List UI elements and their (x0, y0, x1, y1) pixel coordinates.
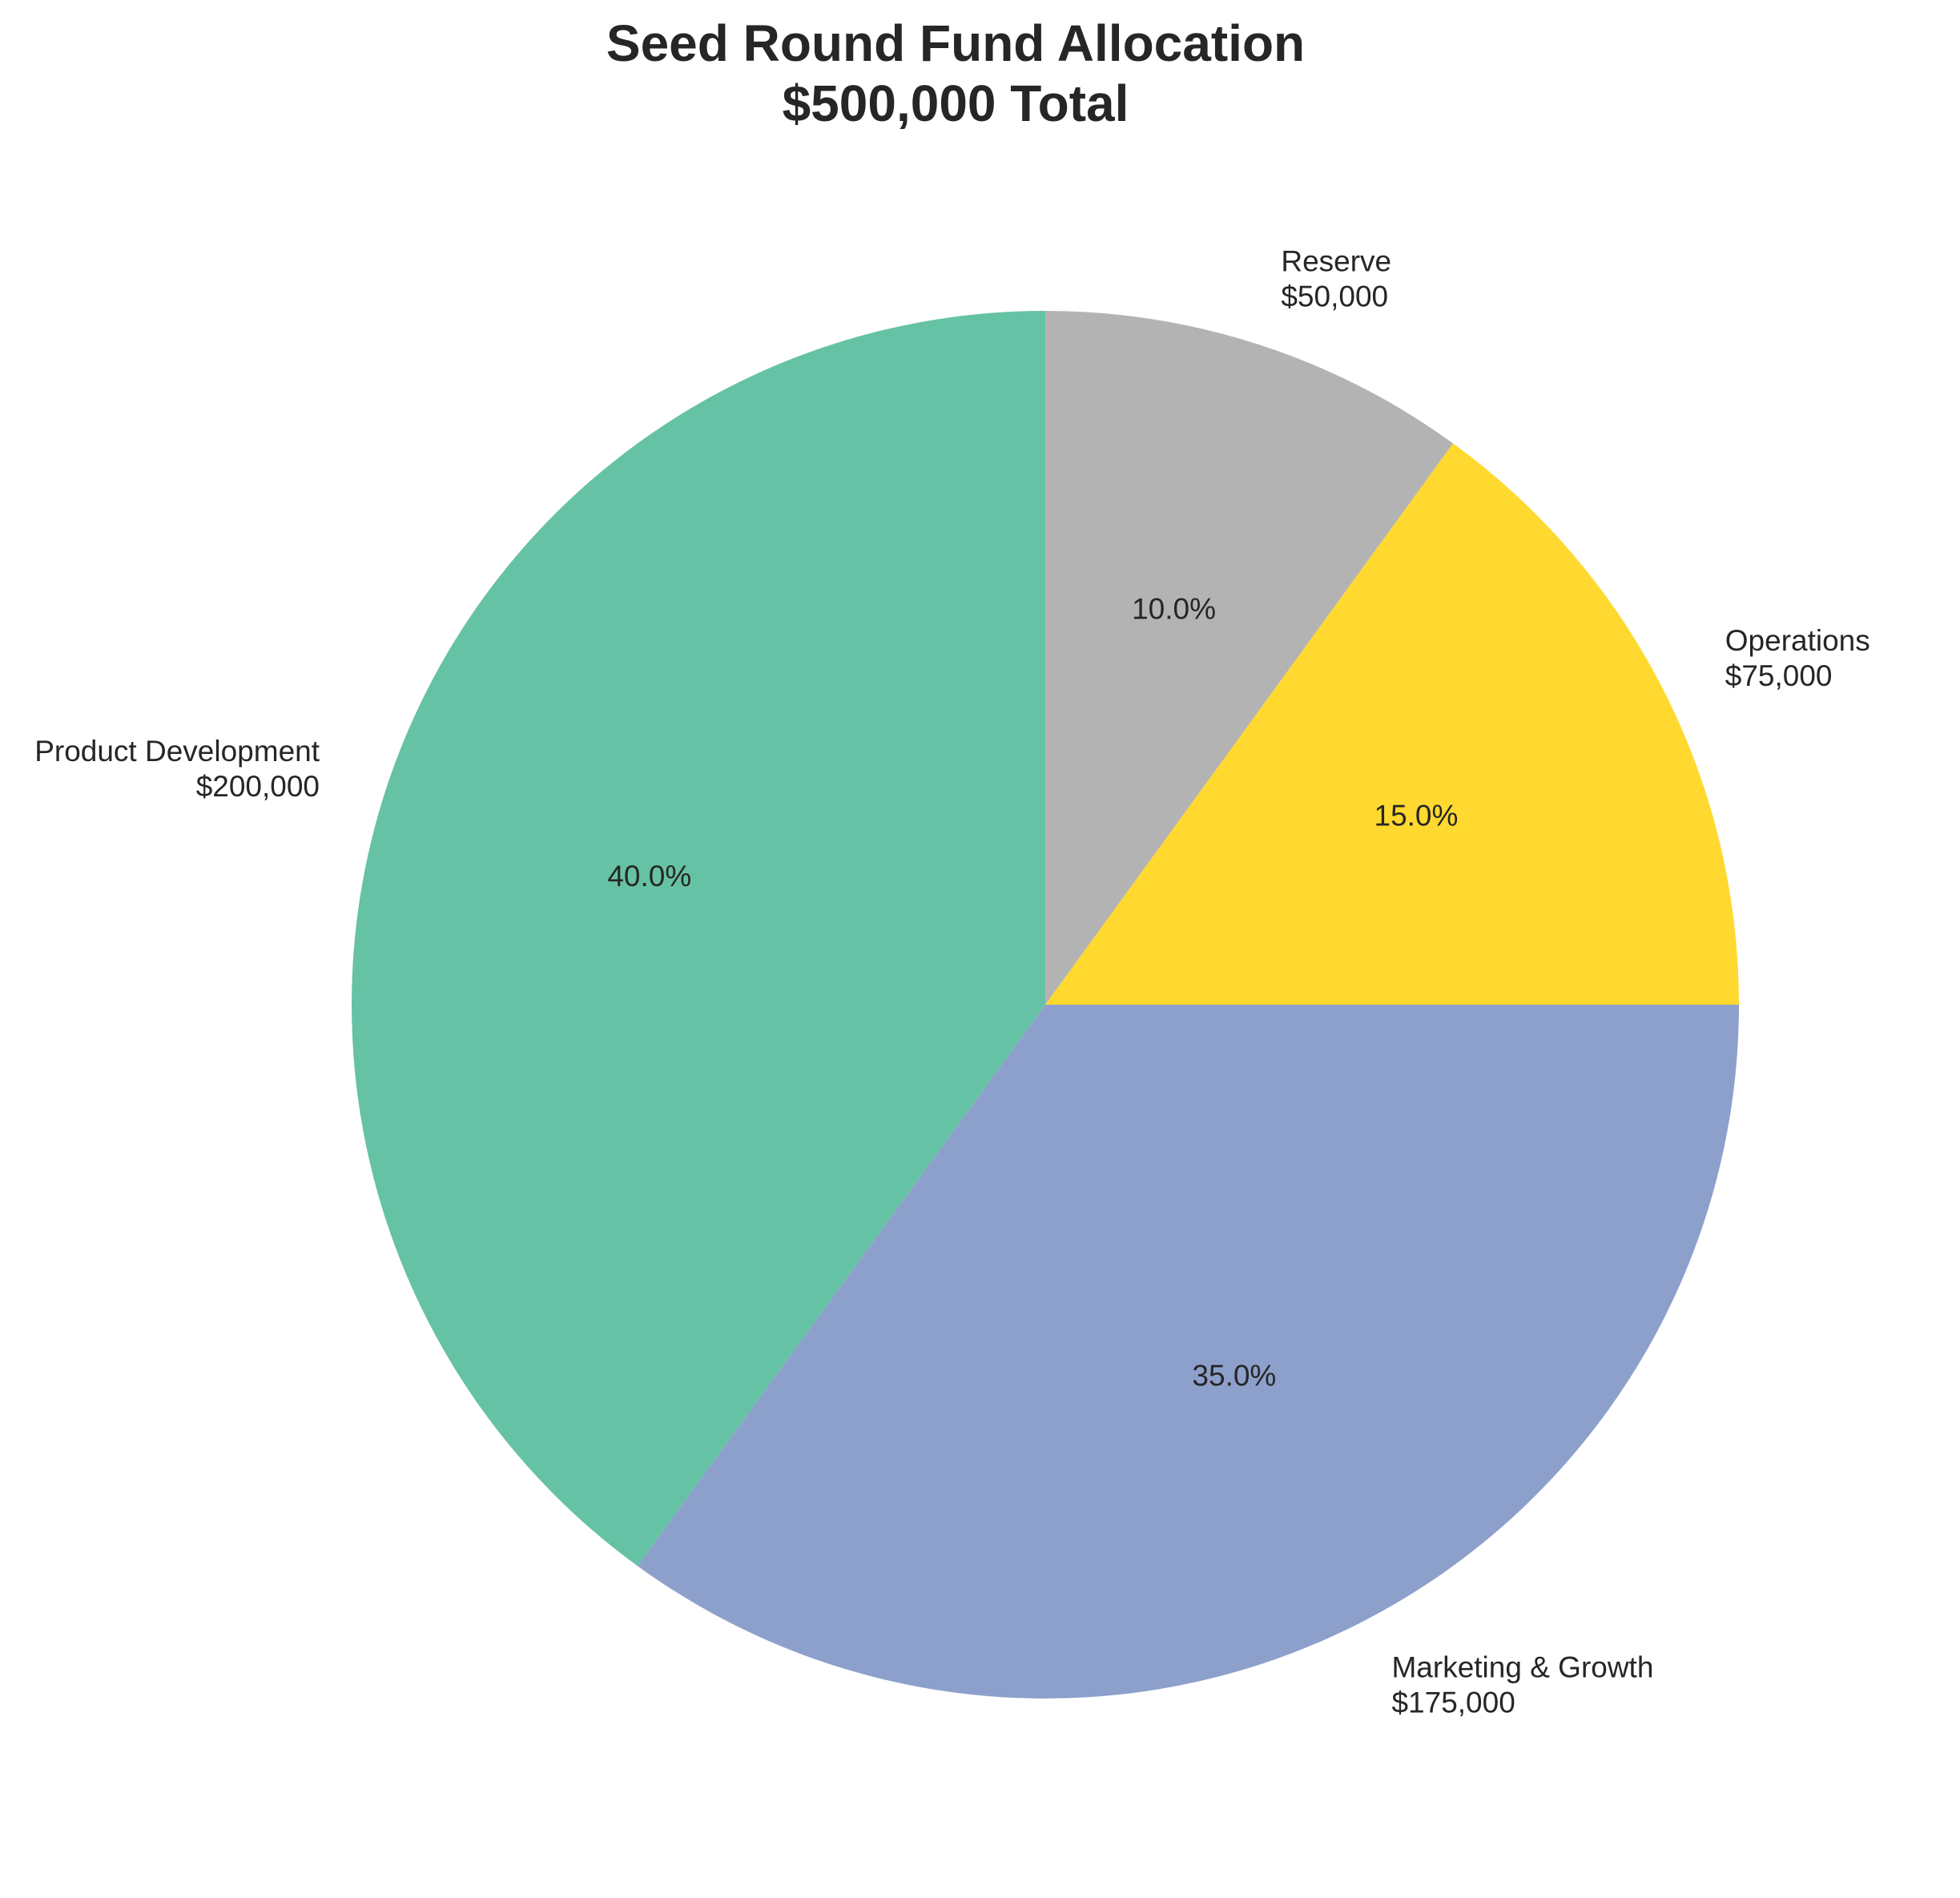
pie-slices (352, 311, 1739, 1699)
percent-label-product-development: 40.0% (607, 860, 691, 893)
slice-amount-reserve: $50,000 (1281, 280, 1388, 313)
percent-label-operations: 15.0% (1374, 800, 1459, 832)
percent-label-reserve: 10.0% (1132, 592, 1216, 625)
percent-label-marketing-growth: 35.0% (1192, 1359, 1276, 1392)
pie-slice-marketing-growth (637, 1005, 1739, 1699)
chart-title: Seed Round Fund Allocation (606, 14, 1305, 72)
slice-amount-marketing-growth: $175,000 (1391, 1686, 1515, 1719)
pie-slice-product-development (352, 311, 1045, 1566)
slice-label-product-development: Product Development (34, 735, 320, 768)
pie-labels: 40.0% Product Development$200,000 35.0% Mar… (34, 245, 1870, 1719)
pie-slice-reserve (1045, 311, 1454, 1005)
slice-amount-product-development: $200,000 (196, 770, 320, 803)
slice-label-operations: Operations (1725, 624, 1870, 657)
slice-amount-operations: $75,000 (1725, 659, 1833, 692)
slice-label-reserve: Reserve (1281, 245, 1391, 278)
chart-subtitle: $500,000 Total (783, 75, 1129, 132)
slice-label-marketing-growth: Marketing & Growth (1391, 1650, 1653, 1683)
pie-slice-operations (1045, 443, 1739, 1005)
